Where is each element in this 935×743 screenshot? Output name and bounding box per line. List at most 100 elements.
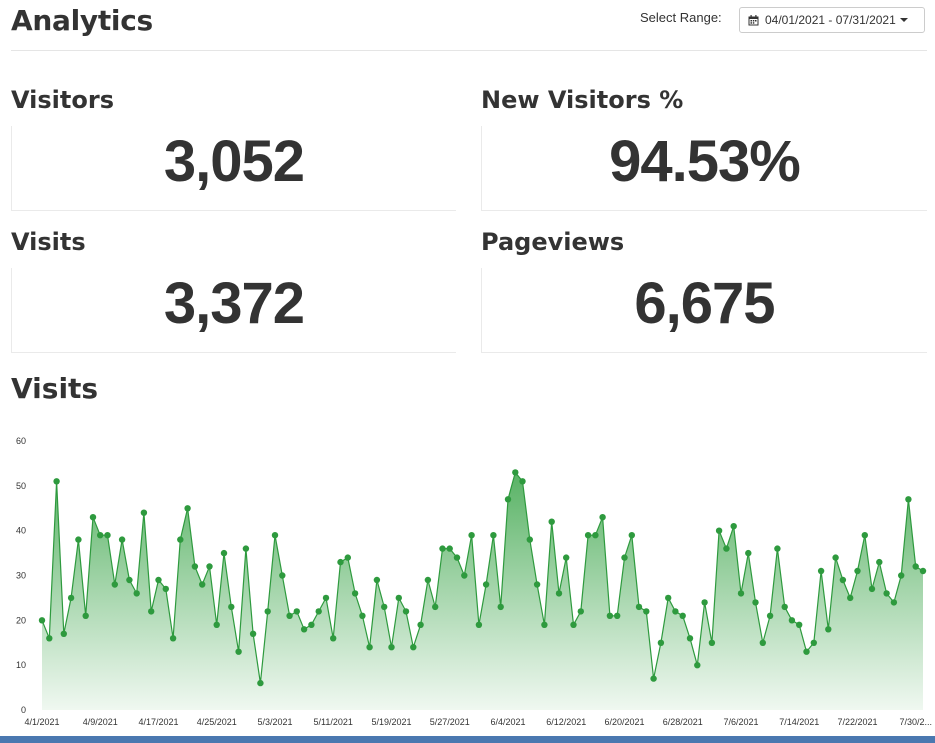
data-point[interactable]: [228, 603, 235, 611]
data-point[interactable]: [337, 558, 344, 566]
data-point[interactable]: [898, 572, 905, 579]
data-point[interactable]: [162, 585, 169, 593]
data-point[interactable]: [468, 532, 475, 539]
data-point[interactable]: [177, 536, 184, 543]
data-point[interactable]: [665, 594, 672, 602]
data-point[interactable]: [905, 496, 912, 503]
data-point[interactable]: [672, 608, 679, 615]
data-point[interactable]: [912, 563, 919, 570]
data-point[interactable]: [774, 545, 781, 552]
data-point[interactable]: [737, 590, 745, 597]
data-point[interactable]: [861, 532, 868, 539]
data-point[interactable]: [60, 630, 67, 637]
data-point[interactable]: [184, 505, 191, 512]
data-point[interactable]: [169, 635, 177, 642]
data-point[interactable]: [315, 608, 322, 615]
data-point[interactable]: [206, 563, 213, 570]
data-point[interactable]: [839, 576, 847, 584]
data-point[interactable]: [533, 581, 541, 588]
data-point[interactable]: [475, 621, 483, 628]
data-point[interactable]: [686, 635, 694, 642]
data-point[interactable]: [351, 590, 359, 597]
data-point[interactable]: [847, 594, 854, 602]
data-point[interactable]: [293, 608, 300, 615]
data-point[interactable]: [300, 626, 308, 633]
data-point[interactable]: [235, 648, 242, 655]
data-point[interactable]: [286, 612, 293, 619]
data-point[interactable]: [679, 612, 686, 619]
data-point[interactable]: [555, 590, 563, 597]
data-point[interactable]: [796, 621, 803, 628]
data-point[interactable]: [381, 603, 388, 611]
data-point[interactable]: [890, 599, 898, 606]
data-point[interactable]: [38, 617, 46, 624]
data-point[interactable]: [482, 581, 490, 588]
data-point[interactable]: [635, 603, 643, 611]
data-point[interactable]: [388, 644, 395, 651]
data-point[interactable]: [118, 536, 126, 543]
data-point[interactable]: [788, 617, 796, 624]
data-point[interactable]: [264, 608, 271, 615]
data-point[interactable]: [373, 576, 381, 584]
data-point[interactable]: [359, 612, 366, 619]
data-point[interactable]: [715, 527, 723, 534]
data-point[interactable]: [395, 594, 402, 602]
data-point[interactable]: [810, 639, 817, 646]
data-point[interactable]: [82, 612, 89, 619]
data-point[interactable]: [220, 549, 228, 557]
data-point[interactable]: [752, 599, 759, 606]
data-point[interactable]: [817, 567, 825, 575]
data-point[interactable]: [825, 626, 832, 633]
data-point[interactable]: [89, 514, 97, 521]
data-point[interactable]: [650, 675, 657, 682]
data-point[interactable]: [548, 518, 555, 525]
data-point[interactable]: [148, 608, 155, 615]
data-point[interactable]: [439, 545, 446, 552]
data-point[interactable]: [745, 549, 752, 557]
data-point[interactable]: [803, 648, 810, 655]
data-point[interactable]: [541, 621, 548, 628]
data-point[interactable]: [213, 621, 220, 628]
data-point[interactable]: [366, 644, 373, 651]
data-point[interactable]: [402, 608, 410, 615]
data-point[interactable]: [257, 679, 264, 687]
data-point[interactable]: [111, 581, 119, 588]
data-point[interactable]: [497, 603, 504, 611]
data-point[interactable]: [606, 612, 614, 619]
data-point[interactable]: [191, 563, 199, 570]
data-point[interactable]: [832, 554, 839, 561]
data-point[interactable]: [453, 554, 461, 561]
data-point[interactable]: [446, 545, 453, 552]
data-point[interactable]: [883, 590, 890, 597]
data-point[interactable]: [504, 496, 512, 503]
data-point[interactable]: [512, 469, 519, 476]
data-point[interactable]: [432, 603, 439, 611]
data-point[interactable]: [67, 594, 75, 602]
data-point[interactable]: [519, 478, 526, 485]
data-point[interactable]: [490, 532, 497, 539]
data-point[interactable]: [723, 545, 730, 552]
data-point[interactable]: [876, 558, 883, 566]
data-point[interactable]: [322, 594, 330, 602]
data-point[interactable]: [854, 567, 861, 575]
data-point[interactable]: [868, 585, 876, 593]
data-point[interactable]: [461, 572, 468, 579]
data-point[interactable]: [708, 639, 716, 646]
data-point[interactable]: [104, 532, 111, 539]
date-range-picker[interactable]: 04/01/2021 - 07/31/2021: [739, 7, 925, 33]
data-point[interactable]: [570, 621, 577, 628]
data-point[interactable]: [417, 621, 424, 628]
data-point[interactable]: [759, 639, 766, 646]
data-point[interactable]: [766, 612, 774, 619]
data-point[interactable]: [701, 599, 708, 606]
data-point[interactable]: [53, 478, 60, 485]
data-point[interactable]: [133, 590, 140, 597]
data-point[interactable]: [271, 532, 279, 539]
data-point[interactable]: [919, 567, 927, 575]
data-point[interactable]: [628, 532, 635, 539]
data-point[interactable]: [643, 608, 650, 615]
data-point[interactable]: [344, 554, 351, 561]
data-point[interactable]: [140, 509, 148, 516]
data-point[interactable]: [621, 554, 628, 561]
data-point[interactable]: [577, 608, 584, 615]
